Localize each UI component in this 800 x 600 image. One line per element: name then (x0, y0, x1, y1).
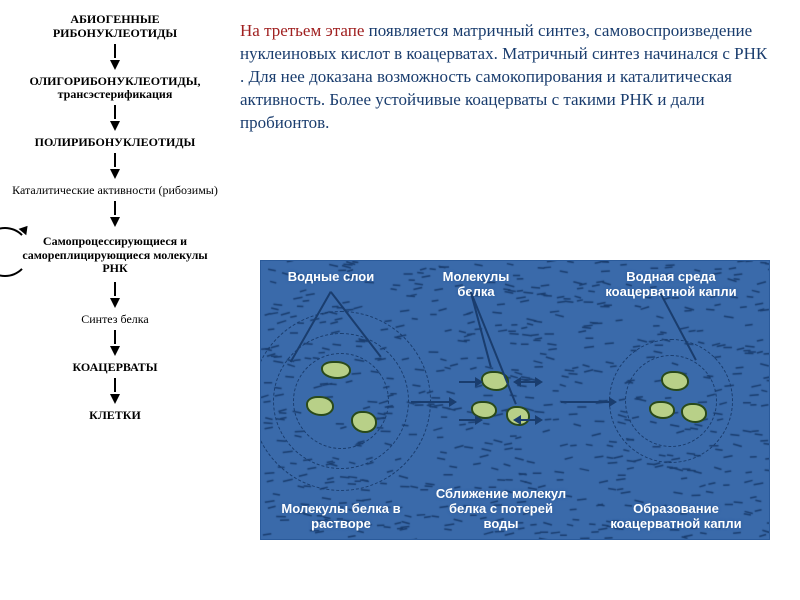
protein-blob (306, 396, 334, 416)
label-converge: Сближение молекул белка с потерей воды (431, 486, 571, 531)
flow-item-label: КОАЦЕРВАТЫ (10, 361, 220, 375)
label-protein-solution: Молекулы белка в растворе (281, 501, 401, 531)
label-coacervate: Образование коацерватной капли (601, 501, 751, 531)
arrow-left-icon (519, 419, 537, 421)
arrow-down-icon (10, 201, 220, 229)
arrow-right-icon (459, 381, 477, 383)
arrow-down-icon (10, 378, 220, 406)
arrow-down-icon (10, 44, 220, 72)
flow-item: ПОЛИРИБОНУКЛЕОТИДЫ (10, 136, 220, 150)
protein-blob (661, 371, 689, 391)
flow-item-label: Синтез белка (10, 313, 220, 327)
flow-item: Самопроцессирующиеся и самореплицирующие… (10, 235, 220, 276)
flow-item-label: КЛЕТКИ (10, 409, 220, 423)
arrow-right-icon (411, 401, 451, 403)
flow-item-sublabel: трансэстерификация (10, 88, 220, 102)
flow-item-label: Каталитические активности (рибозимы) (10, 184, 220, 198)
arrow-left-icon (519, 381, 537, 383)
flow-item: Синтез белка (10, 313, 220, 327)
text-column: На третьем этапе появляется матричный си… (240, 20, 770, 155)
paragraph-accent: На третьем этапе (240, 21, 364, 40)
protein-blob (321, 361, 351, 379)
flow-item: АБИОГЕННЫЕ РИБОНУКЛЕОТИДЫ (10, 13, 220, 41)
arrow-right-icon (459, 419, 477, 421)
arrow-down-icon (10, 105, 220, 133)
arrow-down-icon (10, 153, 220, 181)
flow-item: КОАЦЕРВАТЫ (10, 361, 220, 375)
flow-item: ОЛИГОРИБОНУКЛЕОТИДЫ,трансэстерификация (10, 75, 220, 103)
arrow-down-icon (10, 282, 220, 310)
flow-item-label: ПОЛИРИБОНУКЛЕОТИДЫ (10, 136, 220, 150)
label-protein-mol: Молекулы белка (431, 269, 521, 299)
label-water-env: Водная среда коацерватной капли (581, 269, 761, 299)
flow-item-label: Самопроцессирующиеся и самореплицирующие… (10, 235, 220, 276)
protein-blob (681, 403, 707, 423)
flow-item-label: АБИОГЕННЫЕ РИБОНУКЛЕОТИДЫ (10, 13, 220, 41)
coacervate-diagram: Водные слои Молекулы белка Водная среда … (260, 260, 770, 540)
arrow-down-icon (10, 330, 220, 358)
flowchart-column: АБИОГЕННЫЕ РИБОНУКЛЕОТИДЫ ОЛИГОРИБОНУКЛЕО… (10, 10, 220, 426)
water-ring (609, 339, 733, 463)
arrow-right-icon (561, 401, 611, 403)
label-water-layers: Водные слои (281, 269, 381, 284)
main-paragraph: На третьем этапе появляется матричный си… (240, 20, 770, 135)
protein-blob (351, 411, 377, 433)
flow-item: Каталитические активности (рибозимы) (10, 184, 220, 198)
flow-item-label: ОЛИГОРИБОНУКЛЕОТИДЫ, (10, 75, 220, 89)
protein-blob (649, 401, 675, 419)
flow-item: КЛЕТКИ (10, 409, 220, 423)
